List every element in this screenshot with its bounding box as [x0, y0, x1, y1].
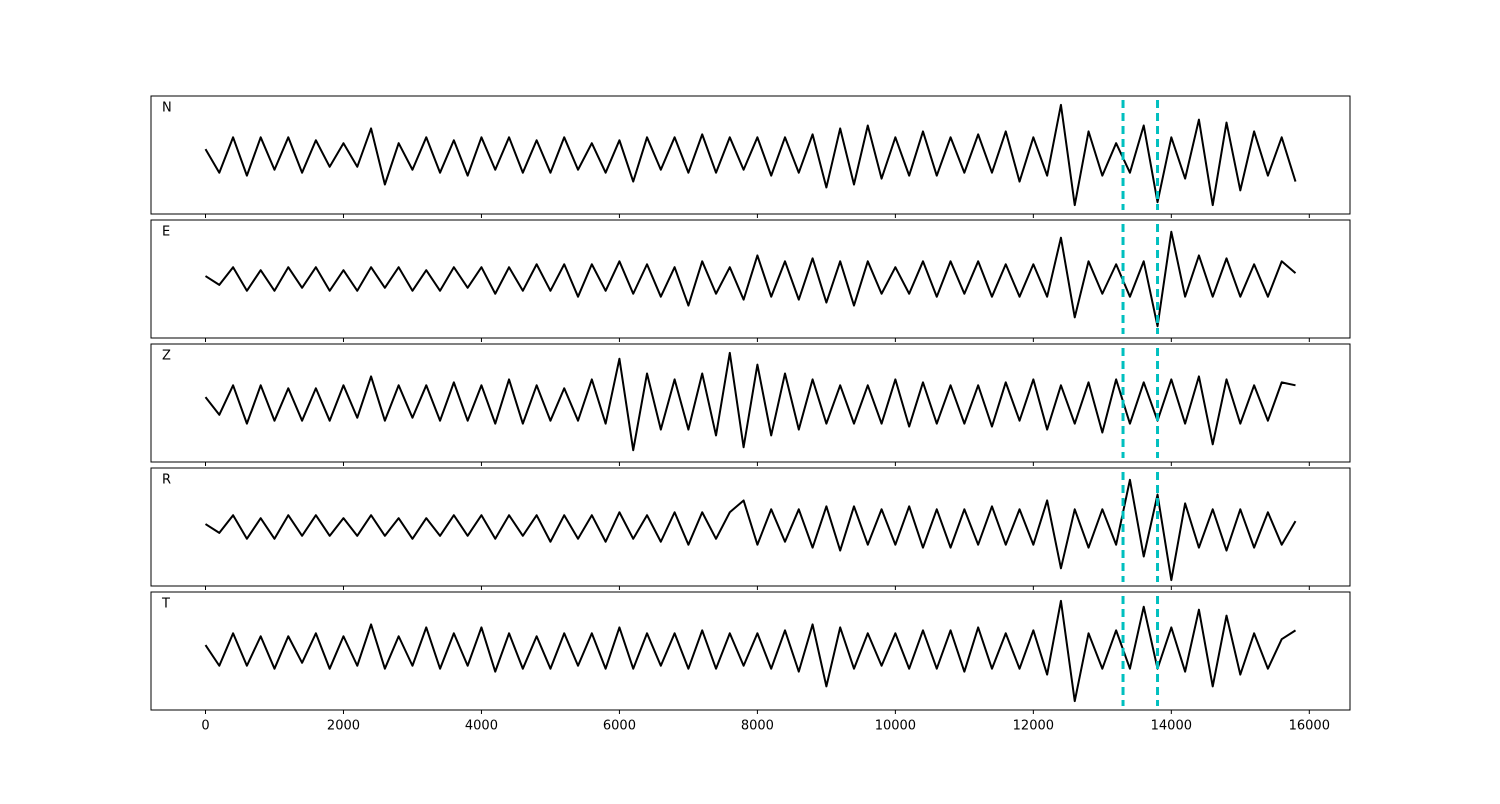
waveform — [204, 230, 1297, 328]
waveform — [204, 351, 1296, 452]
panel-frame — [150, 591, 1351, 711]
panel-frame — [150, 467, 1351, 587]
panel-frame — [150, 95, 1351, 215]
x-tick-label: 6000 — [603, 719, 636, 734]
x-tick-label: 16000 — [1289, 719, 1330, 734]
x-tick-label: 8000 — [741, 719, 774, 734]
x-tick-label: 0 — [201, 719, 209, 734]
waveform — [204, 103, 1297, 207]
panel-label: Z — [162, 349, 171, 364]
waveform — [204, 599, 1297, 703]
panel-frame — [150, 343, 1351, 463]
panel-label: E — [162, 225, 170, 240]
panel-label: N — [162, 101, 172, 116]
waveform — [204, 478, 1297, 582]
x-tick-label: 12000 — [1013, 719, 1054, 734]
panel-label: T — [161, 597, 170, 612]
x-tick-label: 10000 — [875, 719, 916, 734]
x-tick-label: 14000 — [1151, 719, 1192, 734]
panel-frame — [150, 219, 1351, 339]
panel-label: R — [162, 473, 171, 488]
x-tick-label: 2000 — [327, 719, 360, 734]
x-tick-label: 4000 — [465, 719, 498, 734]
